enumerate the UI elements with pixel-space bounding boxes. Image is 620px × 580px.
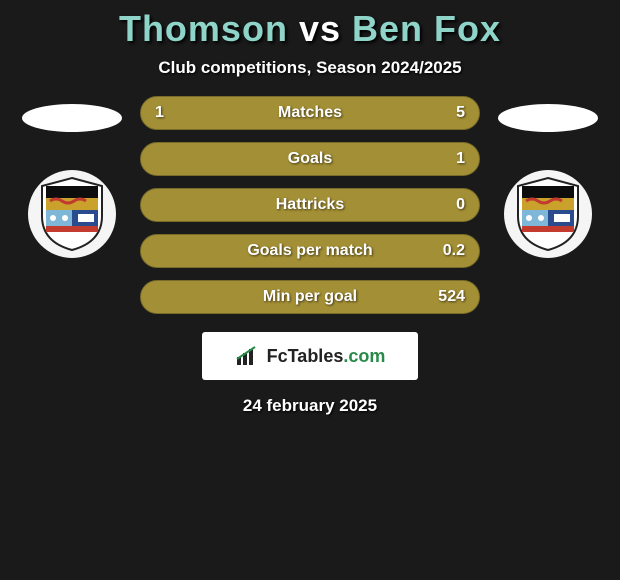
player1-name: Thomson xyxy=(119,8,288,49)
comparison-body: 1 Matches 5 Goals 1 Hattricks 0 Goals pe… xyxy=(0,96,620,314)
player2-name: Ben Fox xyxy=(352,8,501,49)
title: Thomson vs Ben Fox xyxy=(0,8,620,50)
branding-text: FcTables.com xyxy=(267,346,386,367)
stat-bar-goals-per-match: Goals per match 0.2 xyxy=(140,234,480,268)
stat-bar-min-per-goal: Min per goal 524 xyxy=(140,280,480,314)
player1-club-crest xyxy=(28,170,116,258)
crest-icon xyxy=(38,176,106,252)
stat-label: Goals xyxy=(141,150,479,168)
stat-bar-hattricks: Hattricks 0 xyxy=(140,188,480,222)
branding-name: FcTables xyxy=(267,346,344,366)
stat-right-value: 524 xyxy=(438,288,465,306)
stat-right-value: 0 xyxy=(456,196,465,214)
crest-icon xyxy=(514,176,582,252)
stat-label: Min per goal xyxy=(141,288,479,306)
stat-label: Goals per match xyxy=(141,242,479,260)
date-label: 24 february 2025 xyxy=(0,396,620,416)
stat-bars: 1 Matches 5 Goals 1 Hattricks 0 Goals pe… xyxy=(140,96,480,314)
stat-right-value: 0.2 xyxy=(443,242,465,260)
player2-club-crest xyxy=(504,170,592,258)
stat-bar-goals: Goals 1 xyxy=(140,142,480,176)
stat-bar-matches: 1 Matches 5 xyxy=(140,96,480,130)
stat-right-value: 5 xyxy=(456,104,465,122)
player1-column xyxy=(22,96,122,258)
player2-column xyxy=(498,96,598,258)
chart-icon xyxy=(235,345,261,367)
player2-avatar-placeholder xyxy=(498,104,598,132)
branding-box[interactable]: FcTables.com xyxy=(202,332,418,380)
stat-left-value: 1 xyxy=(155,104,164,122)
player1-avatar-placeholder xyxy=(22,104,122,132)
vs-label: vs xyxy=(299,8,341,49)
stat-label: Matches xyxy=(141,104,479,122)
branding-tld: .com xyxy=(343,346,385,366)
subtitle: Club competitions, Season 2024/2025 xyxy=(0,58,620,78)
comparison-card: Thomson vs Ben Fox Club competitions, Se… xyxy=(0,0,620,416)
stat-label: Hattricks xyxy=(141,196,479,214)
stat-right-value: 1 xyxy=(456,150,465,168)
